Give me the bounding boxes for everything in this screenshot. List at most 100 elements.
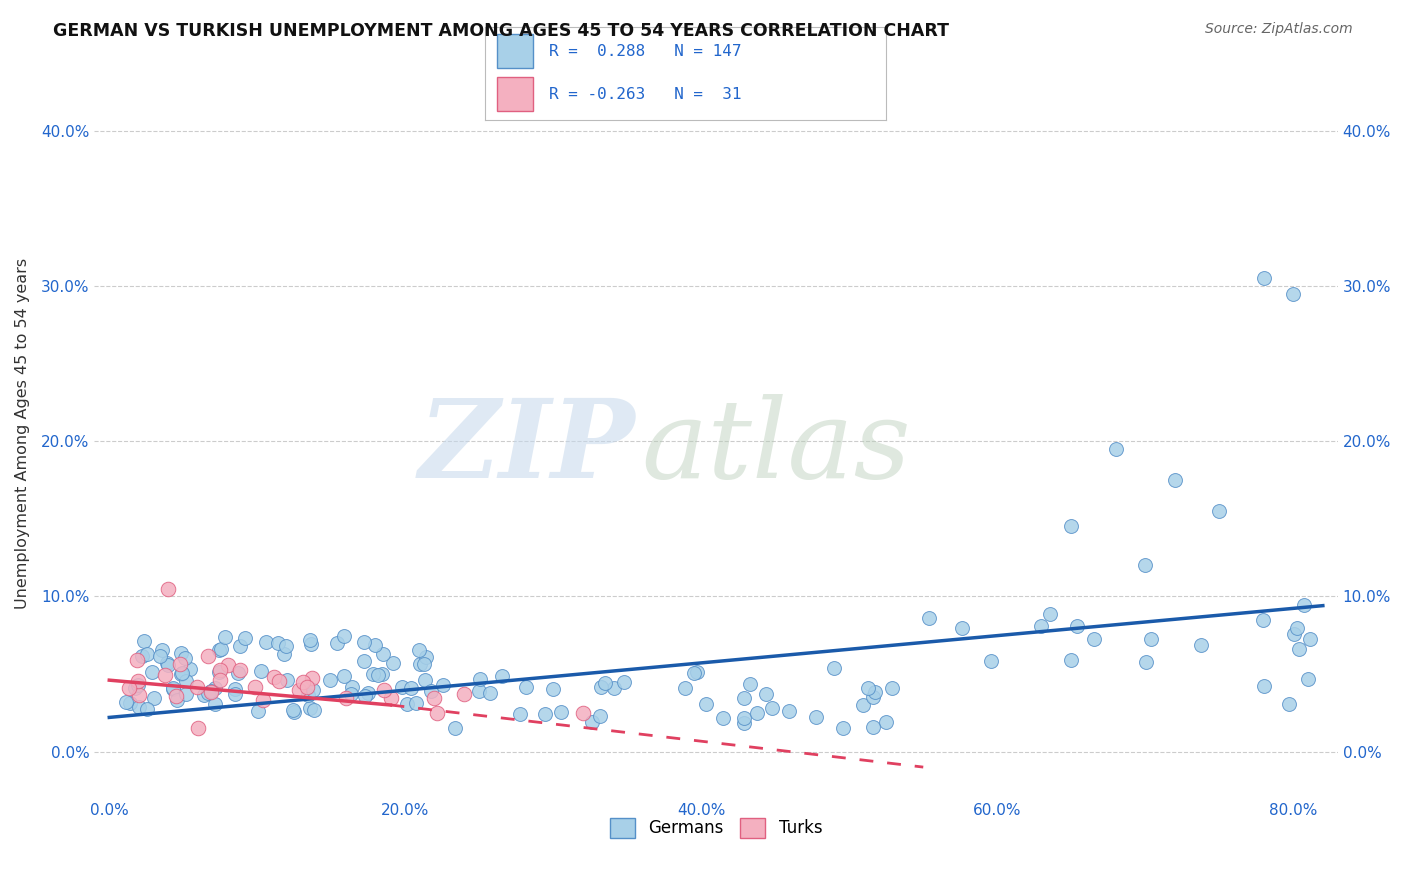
Point <box>468 683 491 698</box>
Point <box>156 657 179 671</box>
Point <box>340 680 363 694</box>
Point <box>357 686 380 700</box>
Point <box>373 683 395 698</box>
Point <box>217 658 239 673</box>
Point <box>250 664 273 678</box>
Point <box>1060 653 1083 667</box>
Point <box>297 688 319 702</box>
Point <box>380 690 402 705</box>
Point <box>1083 632 1105 647</box>
Point <box>128 688 150 702</box>
Point <box>1039 607 1062 622</box>
Point <box>209 642 232 657</box>
Point <box>432 678 454 692</box>
Point <box>382 657 405 671</box>
Point <box>292 675 315 690</box>
Point <box>134 633 156 648</box>
Point <box>353 654 375 668</box>
Point <box>581 714 603 729</box>
Point <box>1164 473 1187 487</box>
Point <box>405 697 427 711</box>
Point <box>804 710 827 724</box>
Point <box>589 709 612 723</box>
Point <box>1278 697 1301 711</box>
Point <box>882 681 904 695</box>
Point <box>541 682 564 697</box>
Point <box>1298 632 1320 646</box>
Point <box>603 681 626 696</box>
Point <box>281 703 304 717</box>
Text: Source: ZipAtlas.com: Source: ZipAtlas.com <box>1205 22 1353 37</box>
Point <box>366 667 388 681</box>
Point <box>209 673 232 687</box>
Point <box>509 706 531 721</box>
Point <box>363 666 385 681</box>
Point <box>1286 621 1309 635</box>
Point <box>364 638 387 652</box>
Point <box>1282 286 1305 301</box>
Point <box>1253 679 1275 693</box>
Point <box>673 681 696 695</box>
Point <box>852 698 875 713</box>
Point <box>128 699 150 714</box>
Point <box>197 686 219 700</box>
Point <box>682 665 704 680</box>
Point <box>831 721 853 735</box>
Point <box>747 706 769 720</box>
Point <box>371 647 394 661</box>
Point <box>243 680 266 694</box>
Point <box>283 705 305 719</box>
Point <box>267 673 290 688</box>
Point <box>980 654 1002 668</box>
Point <box>299 701 322 715</box>
Point <box>1135 558 1157 573</box>
Point <box>1294 599 1316 613</box>
Point <box>299 637 322 651</box>
Point <box>534 707 557 722</box>
Point <box>354 689 377 703</box>
Point <box>399 681 422 695</box>
Point <box>1135 655 1157 669</box>
Point <box>131 649 153 664</box>
Point <box>1066 619 1088 633</box>
Point <box>169 657 191 671</box>
Point <box>415 650 437 665</box>
Point <box>288 683 311 698</box>
Point <box>127 674 149 689</box>
Legend: Germans, Turks: Germans, Turks <box>603 811 830 845</box>
Point <box>276 673 298 687</box>
Point <box>713 711 735 725</box>
Point <box>733 716 755 731</box>
Point <box>1189 638 1212 652</box>
Point <box>204 681 226 696</box>
Point <box>862 690 884 704</box>
Point <box>1140 632 1163 646</box>
Point <box>193 688 215 702</box>
Point <box>391 680 413 694</box>
Point <box>174 687 197 701</box>
Point <box>918 611 941 625</box>
Point <box>197 648 219 663</box>
Point <box>1060 519 1083 533</box>
Point <box>778 704 800 718</box>
Point <box>214 630 236 644</box>
Point <box>186 680 208 694</box>
Point <box>370 667 392 681</box>
Point <box>274 639 297 653</box>
Point <box>207 665 229 680</box>
Point <box>267 636 290 650</box>
Point <box>114 694 136 708</box>
Point <box>162 681 184 696</box>
Point <box>515 680 537 694</box>
Point <box>333 669 356 683</box>
Point <box>733 711 755 725</box>
Point <box>408 657 430 672</box>
Point <box>118 681 141 695</box>
Point <box>453 687 475 701</box>
Point <box>174 651 197 665</box>
Text: R =  0.288   N = 147: R = 0.288 N = 147 <box>550 44 742 59</box>
Point <box>125 653 148 667</box>
Point <box>613 674 636 689</box>
Point <box>153 668 176 682</box>
Point <box>149 649 172 664</box>
